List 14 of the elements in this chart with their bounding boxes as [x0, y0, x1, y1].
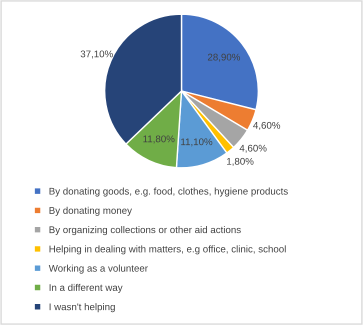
legend-label: By donating money — [50, 206, 132, 216]
legend-label: Helping in dealing with matters, e.g office, clinic, school — [50, 245, 286, 254]
data-label: 4,60% — [240, 144, 267, 153]
data-label: 4,60% — [253, 122, 280, 130]
data-label: 1,80% — [227, 158, 254, 166]
legend-label: By organizing collections or other aid actions — [50, 226, 241, 236]
legend-label: Working as a volunteer — [48, 264, 148, 274]
legend-label: By donating goods, e.g. food, clothes, hygiene products — [50, 188, 288, 197]
legend-label: In a different way — [50, 284, 123, 293]
data-label: 11,10% — [181, 138, 212, 146]
data-label: 11,80% — [143, 135, 175, 144]
data-label: 28,90% — [208, 54, 240, 62]
legend-label: I wasn't helping — [50, 303, 115, 312]
data-label: 37,10% — [80, 50, 113, 59]
